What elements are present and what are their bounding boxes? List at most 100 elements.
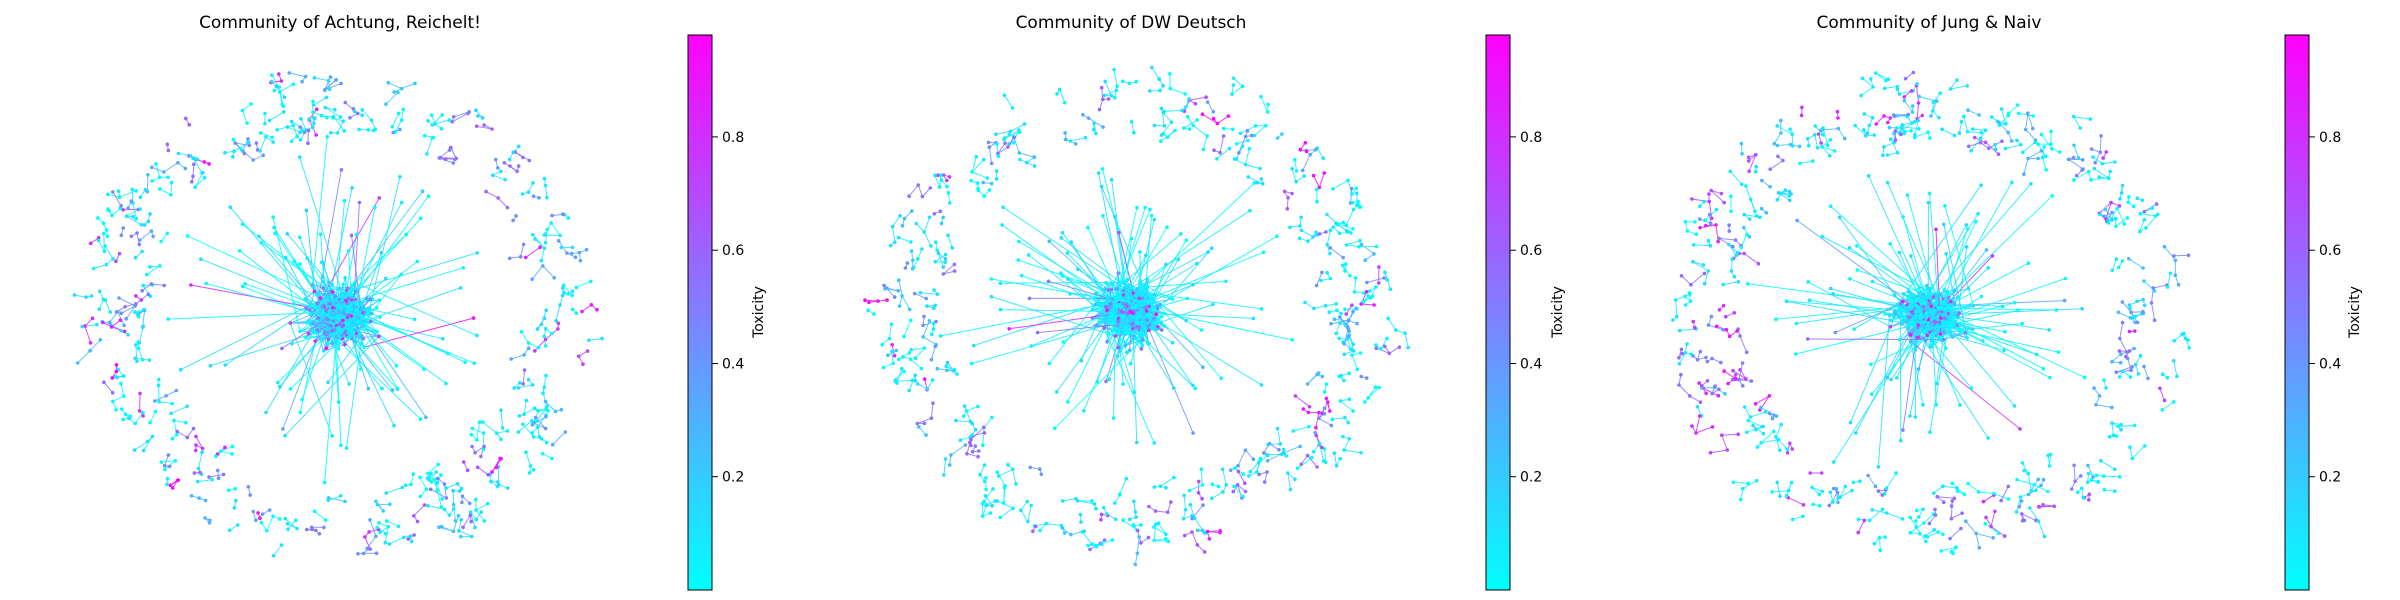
network-node [973, 427, 978, 432]
network-edge [1277, 428, 1281, 444]
network-node [896, 289, 900, 293]
network-node [925, 304, 929, 308]
network-edge [361, 109, 373, 121]
network-edge [1315, 412, 1320, 428]
network-node [1027, 296, 1032, 301]
network-edge [324, 79, 337, 91]
network-node [550, 331, 554, 336]
network-node [1187, 97, 1191, 101]
network-edge [2119, 322, 2124, 339]
network-edge [1916, 102, 1919, 119]
network-edge [937, 253, 944, 268]
network-node [500, 426, 505, 430]
network-node [326, 291, 331, 296]
network-node [170, 401, 175, 406]
network-node [1218, 150, 1222, 155]
network-node [574, 285, 579, 290]
network-node [1109, 94, 1114, 98]
network-node [531, 194, 536, 198]
network-node [1346, 334, 1351, 339]
network-edge [1020, 510, 1029, 522]
network-node [440, 497, 445, 501]
network-edge [104, 245, 114, 260]
network-node [499, 408, 503, 413]
network-edge [910, 359, 922, 369]
network-node [1341, 434, 1345, 439]
network-edge [1101, 87, 1104, 100]
network-node [1054, 390, 1059, 394]
network-node [148, 420, 152, 425]
network-edge [120, 383, 125, 397]
network-node [898, 214, 902, 218]
network-edge [898, 237, 912, 243]
network-node [133, 421, 137, 426]
network-node [981, 443, 985, 448]
network-node [545, 227, 550, 232]
network-node [166, 175, 170, 179]
network-node [304, 208, 309, 212]
network-node [1190, 530, 1194, 534]
network-node [408, 534, 413, 538]
network-node [935, 248, 940, 253]
network-node [336, 286, 341, 291]
network-node [245, 121, 249, 125]
network-edge [134, 441, 148, 451]
network-node [1114, 327, 1118, 332]
network-node [595, 307, 599, 312]
network-node [1118, 298, 1122, 302]
network-node [533, 237, 537, 241]
network-node [91, 266, 96, 271]
network-node [985, 176, 990, 180]
network-node [530, 277, 534, 282]
network-node [150, 165, 154, 170]
network-node [1385, 336, 1389, 341]
network-node [1332, 451, 1337, 456]
network-edge [426, 137, 433, 155]
network-edge [1786, 300, 1918, 326]
network-edge [138, 326, 144, 343]
network-node [1207, 537, 1212, 541]
network-edge [1150, 309, 1293, 341]
network-edge [261, 242, 361, 313]
network-edge [1189, 504, 1196, 519]
network-node [282, 95, 287, 100]
colorbar-label: Toxicity [751, 286, 767, 339]
network-edge [327, 330, 350, 385]
network-node [232, 506, 237, 510]
network-node [1034, 524, 1038, 529]
network-node [146, 173, 150, 177]
network-edge [1318, 172, 1325, 188]
network-node [1064, 137, 1068, 142]
network-node [169, 180, 174, 185]
network-node [526, 377, 531, 382]
network-node [114, 259, 118, 264]
network-node [1394, 328, 1398, 332]
network-node [165, 231, 170, 236]
network-node [457, 489, 462, 493]
network-node [945, 184, 949, 189]
panel-title: Community of Achtung, Reichelt! [199, 13, 481, 33]
network-node [1342, 448, 1346, 452]
network-node [1019, 273, 1024, 278]
network-node [306, 128, 311, 133]
network-node [1161, 83, 1165, 88]
network-node [173, 459, 178, 463]
network-edge [1250, 462, 1259, 472]
network-edge [159, 188, 172, 196]
network-edge [563, 284, 573, 296]
network-node [334, 335, 339, 340]
network-node [1116, 271, 1121, 276]
network-edge [328, 495, 341, 501]
network-edge [1850, 303, 1901, 423]
network-node [1164, 532, 1168, 536]
network-node [109, 325, 114, 329]
network-node [537, 196, 541, 200]
network-node [921, 323, 925, 328]
network-node [305, 320, 309, 325]
network-node [333, 108, 337, 112]
network-node [890, 343, 894, 347]
network-node [447, 513, 452, 517]
network-node [289, 119, 294, 124]
network-node [1099, 518, 1103, 522]
network-node [263, 121, 267, 126]
